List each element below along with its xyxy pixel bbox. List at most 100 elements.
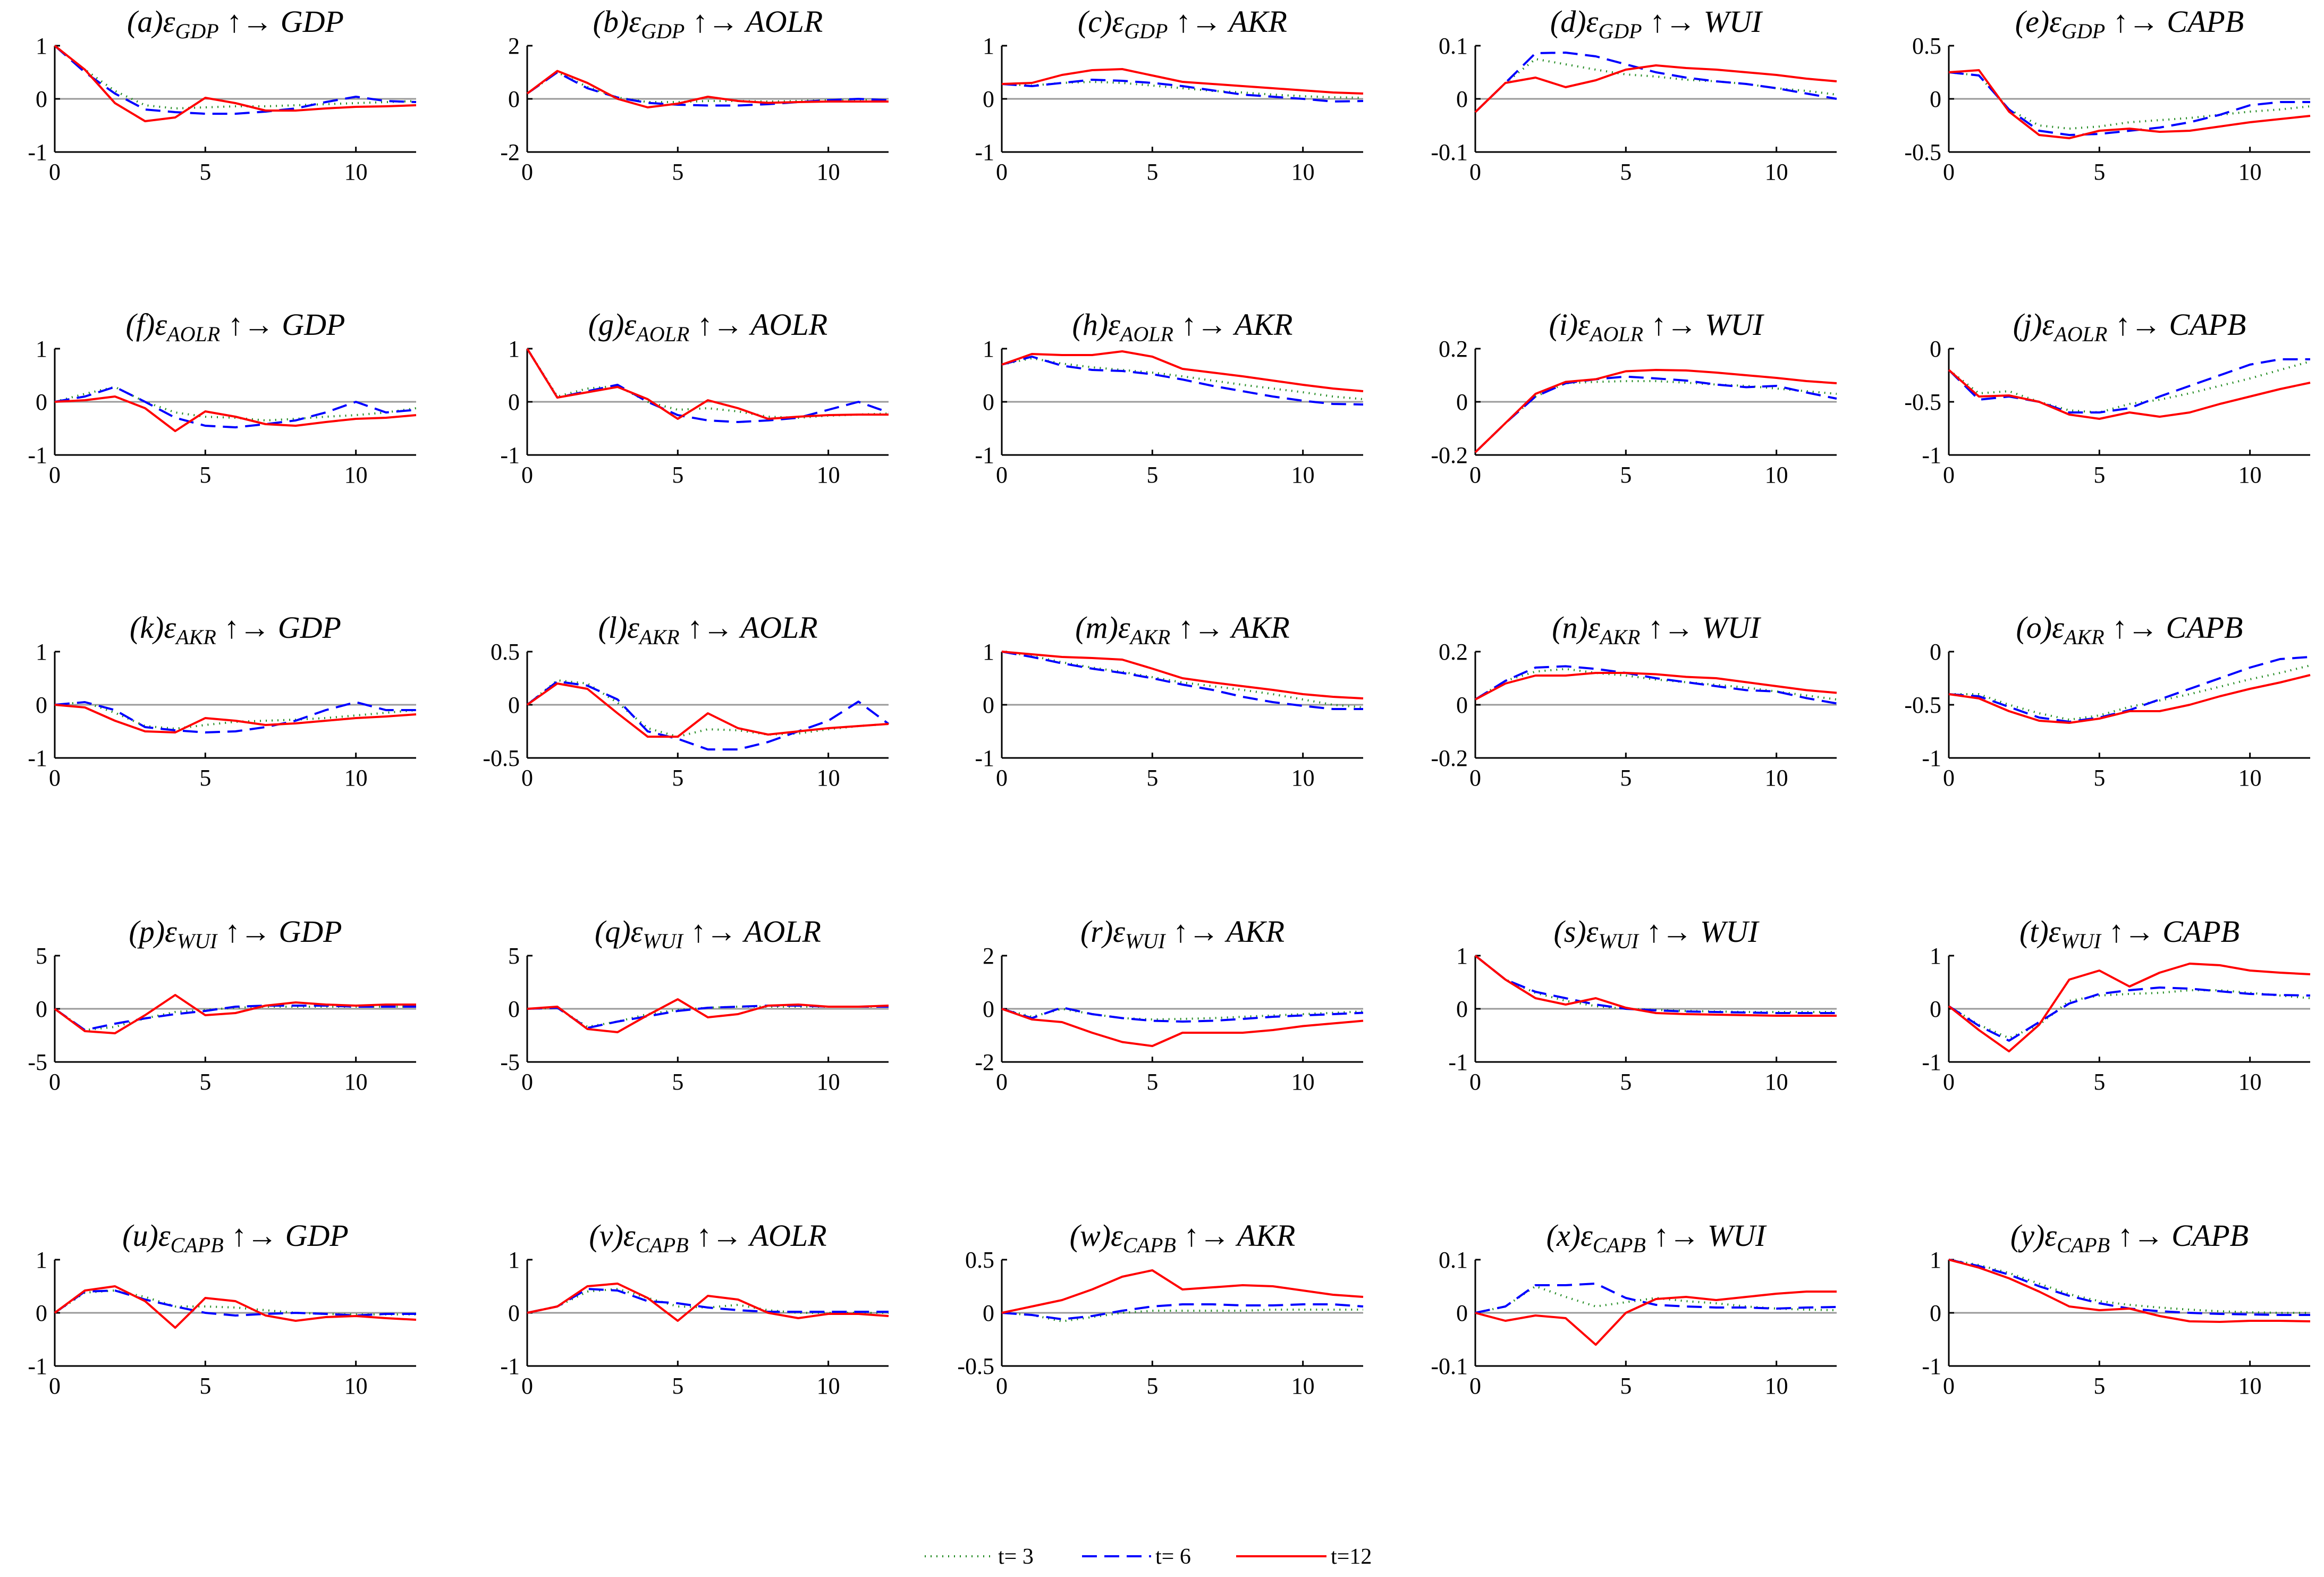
panel-title-shock: AKR (638, 625, 680, 649)
y-tick-label: 0 (983, 996, 994, 1022)
y-tick-label: 1 (983, 639, 994, 665)
y-tick-label: -1 (28, 139, 47, 165)
x-tick-label: 5 (199, 462, 211, 488)
panel-title-shock: AKR (1599, 625, 1641, 649)
x-tick-label: 0 (521, 1069, 533, 1095)
series-line-t3 (1474, 58, 1837, 113)
x-tick-label: 10 (1765, 1069, 1788, 1095)
series-line-t3 (1001, 357, 1364, 400)
series-line-t3 (1474, 955, 1837, 1013)
x-tick-label: 5 (1146, 765, 1158, 791)
panel-akr-to-aolr: (l)εAKR ↑→ AOLR-0.500.50 5 10 (483, 610, 890, 791)
panel-title-letter: (q)ε (595, 914, 643, 949)
panel-title-response: ↑→ WUI (1643, 307, 1764, 342)
series-line-t6 (1474, 665, 1837, 705)
y-tick-label: 0.1 (1439, 1247, 1468, 1273)
series-line-t12 (1948, 69, 2311, 139)
series-line-t6 (526, 348, 889, 423)
x-tick-label: 0 (1943, 462, 1955, 488)
x-tick-label: 5 (672, 1373, 683, 1399)
series-line-t6 (1948, 358, 2310, 414)
panel-title-response: ↑→ AKR (1173, 307, 1293, 342)
y-tick-label: 1 (36, 33, 47, 59)
y-tick-label: 1 (1456, 943, 1468, 969)
panel-title-response: ↑→ WUI (1642, 4, 1763, 39)
series-line-t12 (1001, 350, 1364, 392)
series-line-t12 (527, 1283, 889, 1322)
series-line-t6 (54, 45, 417, 115)
panel-title: (a)εGDP ↑→ GDP (127, 4, 344, 43)
y-tick-label: 0 (1456, 996, 1468, 1022)
panel-title-letter: (g)ε (588, 307, 637, 342)
x-tick-label: 0 (521, 765, 533, 791)
y-tick-label: 0 (1930, 996, 1941, 1022)
y-tick-label: 0 (1456, 1300, 1468, 1326)
x-tick-label: 5 (1146, 159, 1158, 185)
panel-title-shock: GDP (641, 19, 684, 43)
series-line-t12 (527, 998, 889, 1033)
panel-title-shock: WUI (1125, 929, 1166, 953)
series-line-t3 (54, 1006, 416, 1031)
panel-title-letter: (e)ε (2015, 4, 2061, 39)
panel-title-shock: CAPB (171, 1233, 224, 1257)
y-tick-label: 1 (36, 1247, 47, 1273)
x-tick-label: 0 (1943, 1069, 1955, 1095)
x-tick-label: 5 (199, 1069, 211, 1095)
y-tick-label: -1 (975, 139, 994, 165)
panel-title-shock: WUI (1599, 929, 1640, 953)
panel-title-letter: (y)ε (2010, 1218, 2057, 1253)
panel-title-letter: (b)ε (593, 4, 641, 39)
y-tick-label: -1 (1922, 1353, 1941, 1379)
y-tick-label: -0.5 (483, 745, 520, 771)
panel-title-letter: (k)ε (130, 610, 176, 645)
y-tick-label: -1 (1922, 1049, 1941, 1075)
x-tick-label: 0 (1943, 765, 1955, 791)
panel-title: (s)εWUI ↑→ WUI (1553, 914, 1760, 953)
y-tick-label: -1 (1448, 1049, 1468, 1075)
panel-title-response: ↑→ AOLR (683, 914, 821, 949)
x-tick-label: 0 (521, 1373, 533, 1399)
series-line-t6 (54, 386, 417, 428)
y-tick-label: -1 (500, 1353, 520, 1379)
series-line-t12 (1474, 955, 1837, 1017)
panel-title-letter: (p)ε (129, 914, 177, 949)
x-tick-label: 10 (1291, 765, 1315, 791)
series-line-t6 (526, 680, 890, 750)
panel-title-letter: (f)ε (126, 307, 167, 342)
series-line-t6 (1948, 71, 2310, 136)
x-tick-label: 0 (49, 159, 61, 185)
panel-title-letter: (u)ε (122, 1218, 171, 1253)
y-tick-label: 2 (508, 33, 520, 59)
x-tick-label: 0 (1469, 1069, 1481, 1095)
series-line-t12 (54, 704, 417, 733)
y-tick-label: 0 (36, 389, 47, 415)
y-tick-label: 0 (36, 996, 47, 1022)
panel-title: (u)εCAPB ↑→ GDP (122, 1218, 349, 1257)
panel-title: (c)εGDP ↑→ AKR (1078, 4, 1287, 43)
panel-title-response: ↑→ AKR (1176, 1218, 1296, 1253)
series-line-t3 (1948, 989, 2311, 1039)
x-tick-label: 10 (1291, 1069, 1315, 1095)
series-line-t12 (54, 395, 417, 432)
series-line-t6 (1948, 986, 2311, 1042)
panel-title-letter: (x)ε (1546, 1218, 1593, 1253)
panel-title: (l)εAKR ↑→ AOLR (598, 610, 817, 649)
series-line-t12 (1948, 963, 2311, 1052)
y-tick-label: -5 (28, 1049, 47, 1075)
x-tick-label: 10 (344, 462, 368, 488)
panel-title-letter: (o)ε (2016, 610, 2064, 645)
panel-title: (x)εCAPB ↑→ WUI (1546, 1218, 1767, 1257)
series-line-t12 (1001, 1008, 1364, 1047)
y-tick-label: -0.2 (1431, 745, 1468, 771)
y-tick-label: -2 (500, 139, 520, 165)
series-line-t12 (54, 994, 416, 1034)
x-tick-label: 5 (1620, 1069, 1632, 1095)
y-tick-label: 0.2 (1439, 639, 1468, 665)
series-line-t3 (1948, 360, 2311, 414)
y-tick-label: 0.2 (1439, 336, 1468, 362)
panel-title-response: ↑→ CAPB (2105, 610, 2243, 645)
series-line-t12 (1475, 672, 1837, 701)
